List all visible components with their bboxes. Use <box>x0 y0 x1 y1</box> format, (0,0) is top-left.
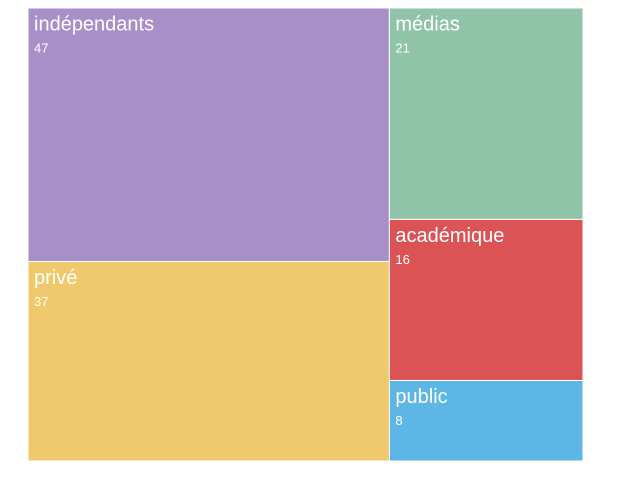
tile-label: médias <box>395 14 459 36</box>
tile-value: 47 <box>34 41 48 56</box>
tile <box>27 260 390 462</box>
tile-label: académique <box>395 225 504 247</box>
tile-value: 37 <box>34 294 48 309</box>
tile-label: indépendants <box>34 14 154 36</box>
tile <box>388 379 584 462</box>
tile <box>27 7 390 262</box>
tile-label: public <box>395 386 447 408</box>
tile <box>388 7 584 220</box>
tile <box>388 218 584 381</box>
tile-label: privé <box>34 267 77 289</box>
tile-value: 16 <box>395 252 409 267</box>
tile-value: 8 <box>395 413 402 428</box>
tile-value: 21 <box>395 41 409 56</box>
